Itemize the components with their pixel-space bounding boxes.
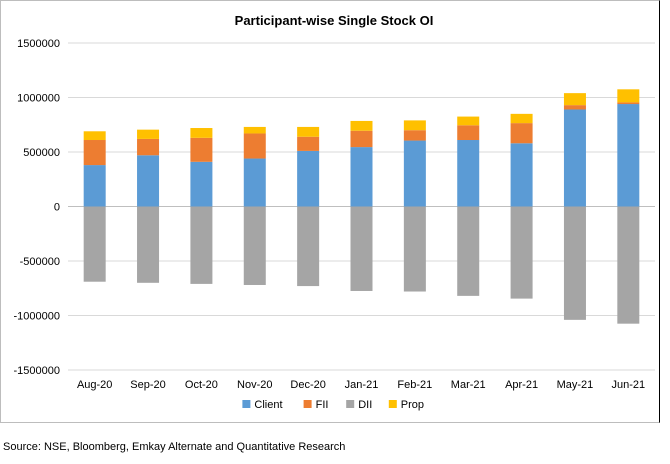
bar-client-dec-20 (297, 150, 320, 207)
bar-client-apr-21 (510, 143, 533, 207)
bar-dii-feb-21 (403, 206, 426, 292)
bar-fii-jan-21 (350, 130, 373, 148)
x-tick-label: Feb-21 (397, 379, 432, 391)
y-tick-label: -1000000 (14, 311, 61, 323)
x-tick-label: May-21 (557, 379, 594, 391)
x-tick-label: Apr-21 (505, 379, 538, 391)
chart-frame (0, 0, 660, 423)
source-note: Source: NSE, Bloomberg, Emkay Alternate … (3, 441, 346, 453)
x-tick-label: Sep-20 (130, 379, 165, 391)
legend-label-prop: Prop (401, 399, 424, 411)
legend-swatch-fii (303, 400, 312, 408)
bar-dii-jan-21 (350, 206, 373, 291)
bar-fii-dec-20 (297, 136, 320, 151)
bar-client-oct-20 (190, 161, 213, 207)
bar-fii-feb-21 (403, 130, 426, 141)
bar-client-sep-20 (137, 155, 160, 207)
bars (83, 89, 640, 324)
bar-client-nov-20 (243, 158, 266, 207)
x-tick-label: Oct-20 (185, 379, 218, 391)
legend-label-dii: DII (358, 399, 372, 411)
bar-prop-oct-20 (190, 128, 213, 138)
bar-dii-aug-20 (83, 206, 106, 282)
bar-fii-sep-20 (137, 138, 160, 156)
bar-dii-oct-20 (190, 206, 213, 284)
gridlines (68, 42, 655, 371)
y-tick-label: 500000 (23, 147, 60, 159)
bar-client-mar-21 (457, 140, 480, 207)
bar-prop-sep-20 (137, 129, 160, 139)
bar-prop-jun-21 (617, 89, 640, 103)
bar-fii-jun-21 (617, 102, 640, 105)
x-tick-label: Dec-20 (290, 379, 325, 391)
bar-prop-jan-21 (350, 120, 373, 131)
bar-client-aug-20 (83, 165, 106, 207)
y-tick-label: -1500000 (14, 365, 61, 377)
bar-fii-nov-20 (243, 133, 266, 159)
bar-fii-mar-21 (457, 125, 480, 141)
bar-fii-aug-20 (83, 140, 106, 166)
legend-swatch-prop (388, 400, 397, 408)
bar-fii-apr-21 (510, 123, 533, 144)
y-tick-label: 0 (54, 202, 60, 214)
y-axis-tick-labels: 1500000 1000000 500000 0 -500000 -1000000 -150… (14, 38, 61, 377)
bar-prop-apr-21 (510, 113, 533, 124)
bar-dii-may-21 (563, 206, 586, 320)
y-tick-label: -500000 (20, 256, 60, 268)
legend-swatch-client (242, 400, 251, 408)
bar-prop-dec-20 (297, 126, 320, 137)
x-tick-label: Jun-21 (611, 379, 645, 391)
legend: Client FII DII Prop (242, 399, 424, 411)
bar-prop-mar-21 (457, 116, 480, 126)
bar-dii-dec-20 (297, 206, 320, 287)
legend-label-client: Client (254, 399, 282, 411)
x-tick-label: Jan-21 (345, 379, 379, 391)
bar-fii-may-21 (563, 105, 586, 110)
bar-dii-mar-21 (457, 206, 480, 296)
y-tick-label: 1000000 (17, 93, 60, 105)
bar-prop-may-21 (563, 93, 586, 106)
bar-prop-feb-21 (403, 120, 426, 131)
bar-dii-apr-21 (510, 206, 533, 299)
bar-client-jun-21 (617, 104, 640, 207)
bar-fii-oct-20 (190, 137, 213, 162)
y-tick-label: 1500000 (17, 38, 60, 50)
chart-title: Participant-wise Single Stock OI (235, 13, 434, 28)
bar-client-feb-21 (403, 140, 426, 207)
x-axis-tick-labels: Aug-20 Sep-20 Oct-20 Nov-20 Dec-20 Jan-21 Feb-… (77, 379, 645, 391)
bar-dii-sep-20 (137, 206, 160, 283)
bar-dii-jun-21 (617, 206, 640, 324)
stacked-bar-chart: Participant-wise Single Stock OI 1500000… (14, 13, 655, 411)
x-tick-label: Mar-21 (451, 379, 486, 391)
bar-dii-nov-20 (243, 206, 266, 285)
bar-prop-aug-20 (83, 131, 106, 141)
bar-client-jan-21 (350, 147, 373, 207)
x-tick-label: Nov-20 (237, 379, 272, 391)
x-tick-label: Aug-20 (77, 379, 112, 391)
legend-swatch-dii (346, 400, 355, 408)
legend-label-fii: FII (316, 399, 329, 411)
bar-client-may-21 (563, 109, 586, 207)
bar-prop-nov-20 (243, 126, 266, 134)
